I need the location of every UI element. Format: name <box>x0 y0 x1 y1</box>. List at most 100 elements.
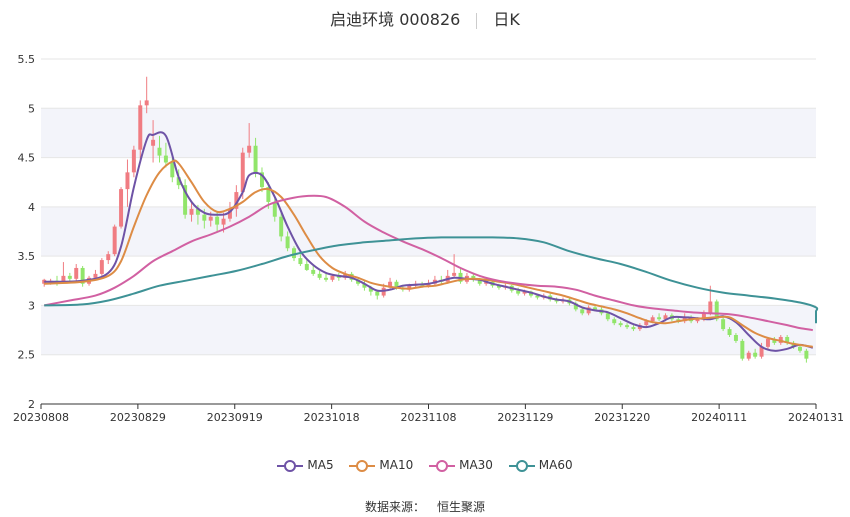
legend-item-ma5[interactable]: MA5 <box>277 458 334 472</box>
candle-body <box>324 277 329 280</box>
candle-body <box>605 313 610 320</box>
candle-body <box>330 275 335 280</box>
candle-body <box>535 295 540 298</box>
candle-body <box>496 285 501 288</box>
legend-label-ma30: MA30 <box>459 458 493 472</box>
candle-body <box>266 187 271 202</box>
y-tick-label: 2.5 <box>18 349 36 362</box>
series-line-ma5 <box>44 131 814 352</box>
candle-body <box>151 139 156 146</box>
candle-body <box>304 264 309 270</box>
y-tick-label: 2 <box>28 398 35 411</box>
candle-body <box>746 352 751 359</box>
candle-body <box>804 350 809 359</box>
candle-body <box>240 152 245 193</box>
candle-body <box>426 283 431 286</box>
chart-title: 启迪环境 000826 日K <box>0 6 850 30</box>
legend-swatch-ma30 <box>429 459 456 472</box>
y-tick-label: 4.5 <box>18 152 36 165</box>
candle-body <box>759 346 764 357</box>
candle-body <box>131 149 136 173</box>
candle-body <box>740 340 745 359</box>
candle-body <box>484 281 489 284</box>
candle-body <box>311 269 316 274</box>
legend-item-ma30[interactable]: MA30 <box>429 458 493 472</box>
candle-body <box>721 319 726 330</box>
candle-body <box>714 301 719 320</box>
candle-body <box>93 273 98 278</box>
x-tick-label: 20230919 <box>207 411 263 424</box>
candle-body <box>259 172 264 188</box>
candle-body <box>772 338 777 343</box>
candle-body <box>625 325 630 328</box>
candle-body <box>586 307 591 314</box>
legend-label-ma10: MA10 <box>379 458 414 472</box>
candle-body <box>106 254 111 261</box>
legend-swatch-ma60 <box>508 459 535 472</box>
candle-body <box>452 272 457 276</box>
x-tick-label: 20230829 <box>110 411 166 424</box>
candle-body <box>727 329 732 335</box>
candle-body <box>631 327 636 330</box>
candle-body <box>247 145 252 153</box>
y-tick-label: 3.5 <box>18 250 36 263</box>
y-tick-label: 5 <box>28 102 35 115</box>
candle-body <box>80 267 85 284</box>
candle-body <box>272 201 277 217</box>
candle-body <box>785 336 790 343</box>
candle-body <box>650 317 655 322</box>
candle-body <box>573 303 578 310</box>
legend-label-ma60: MA60 <box>538 458 573 472</box>
x-tick-label: 20231108 <box>401 411 457 424</box>
y-tick-label: 3 <box>28 299 35 312</box>
candle-body <box>227 208 232 219</box>
candle-body <box>99 260 104 274</box>
candle-body <box>125 172 130 190</box>
candle-body <box>362 283 367 288</box>
candle-body <box>516 290 521 294</box>
candle-body <box>753 352 758 357</box>
candle-body <box>394 281 399 288</box>
legend-label-ma5: MA5 <box>307 458 334 472</box>
x-tick-label: 20240131 <box>788 411 844 424</box>
candle-body <box>292 248 296 259</box>
candle-body <box>112 226 117 255</box>
candle-body <box>157 147 162 156</box>
chart-legend: MA5 MA10 MA30 MA60 <box>0 458 850 472</box>
candle-body <box>695 319 700 322</box>
source-name: 恒生聚源 <box>437 500 486 514</box>
legend-item-ma60[interactable]: MA60 <box>508 458 573 472</box>
candle-body <box>189 208 194 215</box>
y-tick-label: 5.5 <box>18 53 36 66</box>
legend-swatch-ma10 <box>349 459 376 472</box>
candle-body <box>765 338 770 347</box>
candle-body <box>701 313 706 320</box>
candle-body <box>279 216 284 237</box>
legend-item-ma10[interactable]: MA10 <box>349 458 413 472</box>
candle-body <box>208 216 213 221</box>
data-source: 数据来源： 恒生聚源 <box>0 498 850 515</box>
candle-body <box>477 279 482 284</box>
candle-body <box>298 258 303 265</box>
period-label: 日K <box>493 10 520 29</box>
candle-body <box>221 218 226 225</box>
candle-body <box>593 307 598 310</box>
candle-body <box>618 323 623 326</box>
legend-swatch-ma5 <box>277 459 304 472</box>
candle-body <box>388 281 393 288</box>
candle-body <box>375 291 380 296</box>
candle-body <box>74 267 79 279</box>
candle-body <box>798 346 802 351</box>
candle-body <box>138 105 143 150</box>
series-line-ma60 <box>44 236 819 324</box>
candle-body <box>644 321 649 326</box>
candle-body <box>708 301 713 314</box>
x-tick-label: 20230808 <box>13 411 69 424</box>
candle-body <box>144 100 149 106</box>
series-line-ma30 <box>44 194 813 332</box>
title-separator <box>476 12 478 29</box>
candle-body <box>176 177 181 186</box>
source-label: 数据来源： <box>364 500 425 514</box>
grid-band <box>41 305 816 355</box>
